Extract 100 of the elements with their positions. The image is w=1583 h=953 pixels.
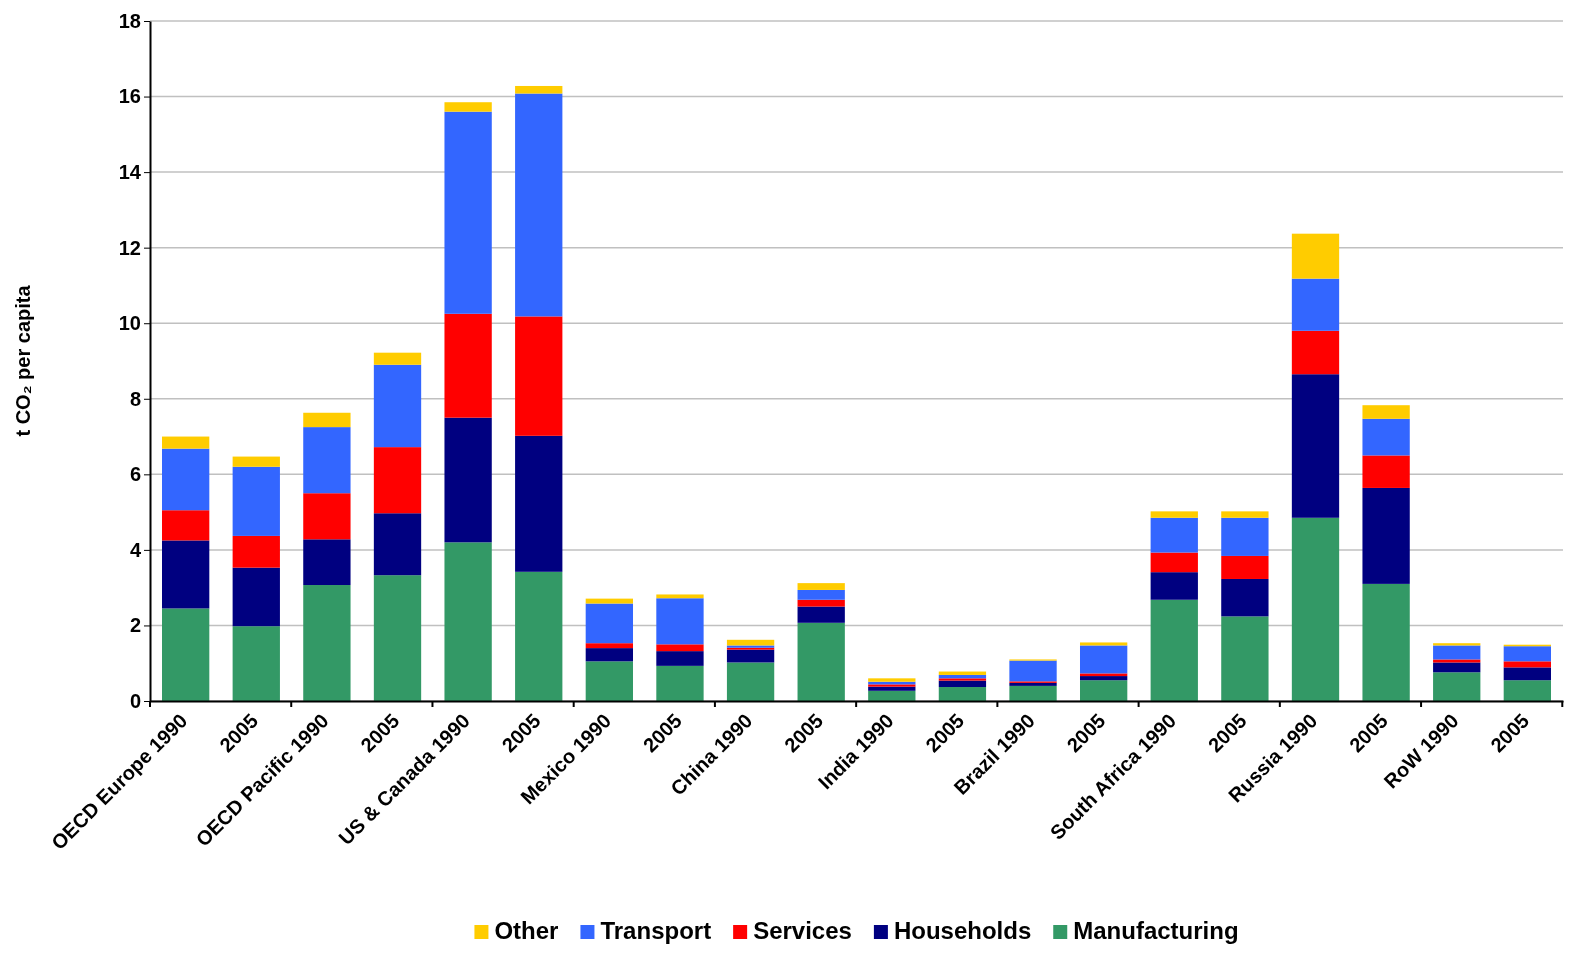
bar [444,102,492,112]
bar [1362,418,1410,456]
bar [797,599,845,607]
bar [938,678,987,681]
bar [1221,517,1269,556]
bar [232,626,280,701]
bar [373,447,422,514]
legend-label: Manufacturing [1073,917,1239,944]
bar [656,598,704,645]
bar [1150,511,1198,518]
y-tick-label: 12 [118,236,141,259]
bar [373,364,422,448]
y-axis-title: t CO₂ per capita [12,284,34,437]
bar [797,583,845,590]
bar [444,111,492,314]
bar [162,510,210,541]
bar [1079,680,1128,701]
bar [797,606,845,623]
bar [1079,642,1128,646]
bar [1079,676,1128,681]
bar [726,662,775,701]
bar [1009,660,1057,682]
bar [797,589,845,600]
bar [1503,661,1551,668]
bar [303,539,351,586]
bar [1362,405,1410,419]
bar [232,567,280,627]
bar [515,571,563,701]
bar [1433,659,1481,663]
bar [515,93,563,317]
bar [373,575,422,701]
bar [1079,645,1128,674]
bar [726,649,775,663]
bar [303,493,351,540]
bar [515,435,563,572]
bar [585,661,633,701]
bar [1362,487,1410,584]
y-tick-label: 0 [129,689,141,712]
legend-label: Households [893,917,1032,944]
bar [1503,680,1551,701]
y-tick-label: 2 [129,614,141,637]
bar [1221,511,1269,518]
bar [1503,646,1551,662]
bar [585,648,633,662]
bar [1221,616,1269,701]
bar [303,412,351,428]
bar [232,456,280,467]
bar [515,316,563,436]
bar [1433,662,1481,673]
bar [515,85,563,94]
bar [162,540,210,609]
bar [162,608,210,701]
bar [656,651,704,666]
bar [585,598,633,604]
bar [303,585,351,701]
bar [868,690,916,701]
bar [656,644,704,652]
y-tick-label: 16 [118,85,141,108]
bar [1150,552,1198,573]
bar [162,436,210,449]
bar [585,603,633,644]
bar [1291,278,1340,331]
bar [1433,672,1481,701]
bar [1362,455,1410,488]
bar [373,513,422,576]
legend-label: Transport [600,917,712,944]
y-tick-label: 6 [129,463,141,486]
bar [1291,233,1340,279]
y-tick-label: 18 [118,9,141,32]
y-tick-label: 14 [118,161,142,184]
bar [232,466,280,536]
bar [1291,374,1340,518]
bar [1362,583,1410,701]
y-tick-label: 4 [129,538,142,561]
bar [938,687,987,701]
bar [868,686,916,691]
bar [1150,517,1198,553]
bar [444,313,492,418]
bar [1291,330,1340,375]
bar [1221,555,1269,579]
bar [1291,517,1340,701]
bar [444,542,492,701]
y-tick-label: 8 [129,387,141,410]
bar [1150,572,1198,600]
bar [1150,599,1198,701]
bar [162,448,210,511]
bar [1503,667,1551,681]
bar [656,665,704,701]
bar [1221,578,1269,617]
bar [1433,645,1481,660]
y-tick-label: 10 [118,312,141,335]
bar [1009,685,1057,701]
bar [585,643,633,649]
bar [303,427,351,494]
bar [444,417,492,543]
bar [373,352,422,365]
bar [232,535,280,568]
bar [797,622,845,701]
bar [656,594,704,599]
legend-label: Other [494,917,559,944]
